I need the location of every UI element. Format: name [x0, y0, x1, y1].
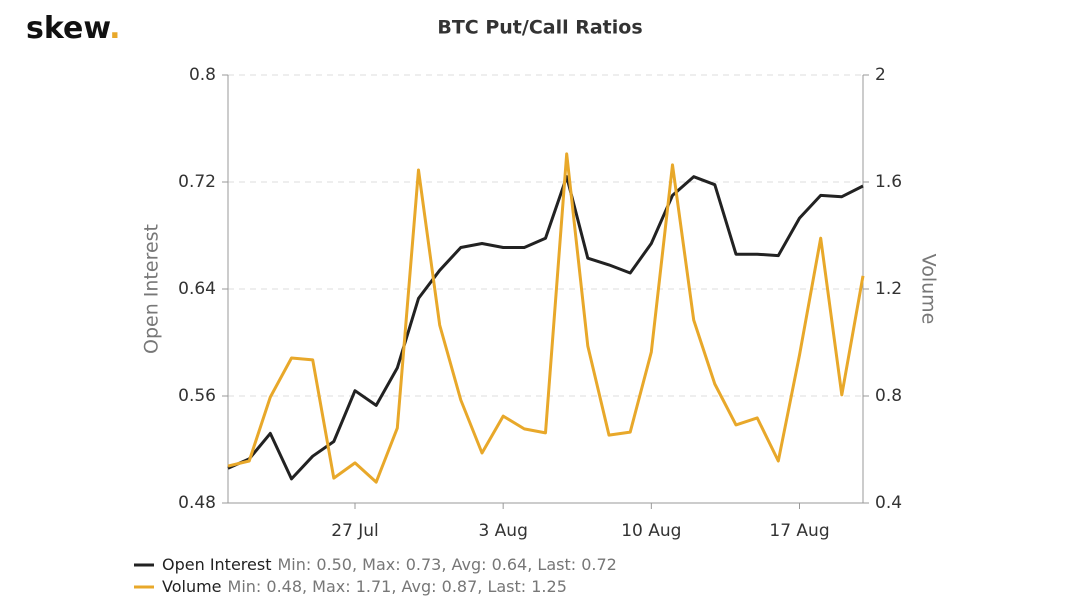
- y-axis-label: Open Interest: [141, 224, 163, 354]
- legend-name: Volume: [162, 577, 222, 596]
- series-line: [227, 152, 865, 484]
- legend-entry: Volume Min: 0.48, Max: 1.71, Avg: 0.87, L…: [162, 577, 567, 596]
- series-line: [227, 175, 864, 481]
- y-tick-label: 0.48: [178, 493, 216, 513]
- legend-entry: Open Interest Min: 0.50, Max: 0.73, Avg: …: [162, 555, 617, 574]
- x-tick-label: 3 Aug: [478, 521, 527, 541]
- y-tick-label: 0.8: [189, 65, 216, 85]
- legend-stats: Min: 0.50, Max: 0.73, Avg: 0.64, Last: 0…: [277, 555, 616, 574]
- chart-title: BTC Put/Call Ratios: [437, 17, 642, 39]
- y2-axis-label: Volume: [918, 254, 940, 325]
- y-tick-label: 0.64: [178, 279, 216, 299]
- y2-tick-label: 0.4: [875, 493, 902, 513]
- legend-stats: Min: 0.48, Max: 1.71, Avg: 0.87, Last: 1…: [228, 577, 567, 596]
- y-tick-label: 0.56: [178, 386, 216, 406]
- logo-name: skew: [26, 11, 110, 46]
- x-tick-label: 27 Jul: [331, 521, 379, 541]
- y2-tick-label: 1.6: [875, 172, 902, 192]
- x-tick-label: 10 Aug: [621, 521, 681, 541]
- x-tick-label: 17 Aug: [769, 521, 829, 541]
- legend-name: Open Interest: [162, 555, 271, 574]
- logo: skew.: [26, 11, 121, 46]
- y2-tick-label: 2: [875, 65, 886, 85]
- y2-tick-label: 1.2: [875, 279, 902, 299]
- y2-tick-label: 0.8: [875, 386, 902, 406]
- y-tick-label: 0.72: [178, 172, 216, 192]
- logo-dot: .: [109, 11, 120, 46]
